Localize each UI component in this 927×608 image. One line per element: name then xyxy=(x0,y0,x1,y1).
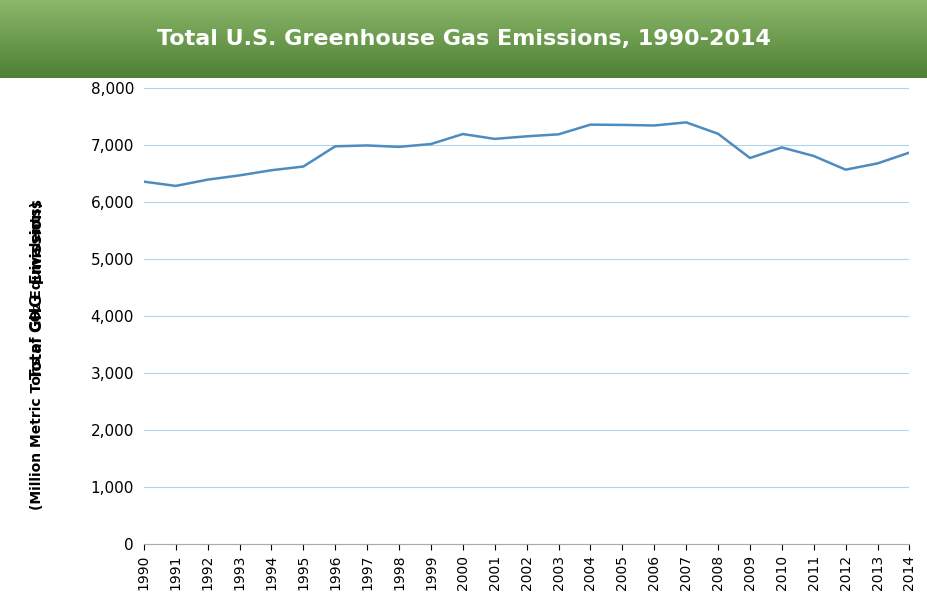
Bar xyxy=(0,28,927,29)
Text: Total GHG  Emissions: Total GHG Emissions xyxy=(30,199,44,379)
Bar xyxy=(0,15,927,16)
Bar xyxy=(0,35,927,36)
Bar xyxy=(0,63,927,64)
Bar xyxy=(0,54,927,55)
Bar xyxy=(0,10,927,11)
Bar xyxy=(0,22,927,23)
Bar xyxy=(0,68,927,69)
Bar xyxy=(0,32,927,33)
Bar xyxy=(0,73,927,74)
Bar xyxy=(0,67,927,68)
Bar xyxy=(0,11,927,12)
Bar xyxy=(0,19,927,21)
Bar xyxy=(0,12,927,13)
Bar xyxy=(0,44,927,45)
Bar xyxy=(0,30,927,31)
Bar xyxy=(0,8,927,9)
Bar xyxy=(0,66,927,67)
Bar xyxy=(0,7,927,8)
Bar xyxy=(0,46,927,47)
Bar xyxy=(0,77,927,78)
Bar xyxy=(0,75,927,76)
Bar xyxy=(0,3,927,4)
Bar xyxy=(0,42,927,43)
Bar xyxy=(0,37,927,38)
Bar xyxy=(0,62,927,63)
Bar xyxy=(0,13,927,15)
Bar xyxy=(0,74,927,75)
Bar xyxy=(0,6,927,7)
Bar xyxy=(0,57,927,58)
Bar xyxy=(0,52,927,54)
Bar xyxy=(0,26,927,27)
Bar xyxy=(0,1,927,2)
Bar xyxy=(0,64,927,65)
Bar xyxy=(0,9,927,10)
Text: (Million Metric Tons of CO₂ Equivalents): (Million Metric Tons of CO₂ Equivalents) xyxy=(30,201,44,510)
Bar xyxy=(0,4,927,5)
Bar xyxy=(0,31,927,32)
Bar xyxy=(0,47,927,49)
Bar xyxy=(0,27,927,28)
Bar xyxy=(0,58,927,60)
Bar xyxy=(0,39,927,40)
Bar xyxy=(0,38,927,39)
Bar xyxy=(0,2,927,3)
Bar xyxy=(0,23,927,24)
Bar xyxy=(0,21,927,22)
Bar xyxy=(0,49,927,50)
Bar xyxy=(0,69,927,70)
Bar xyxy=(0,55,927,57)
Bar xyxy=(0,41,927,42)
Bar xyxy=(0,5,927,6)
Bar xyxy=(0,70,927,71)
Bar xyxy=(0,29,927,30)
Bar xyxy=(0,40,927,41)
Bar xyxy=(0,72,927,73)
Bar xyxy=(0,61,927,62)
Bar xyxy=(0,34,927,35)
Bar xyxy=(0,24,927,26)
Bar xyxy=(0,50,927,52)
Text: Total U.S. Greenhouse Gas Emissions, 1990-2014: Total U.S. Greenhouse Gas Emissions, 199… xyxy=(157,29,770,49)
Bar xyxy=(0,71,927,72)
Bar xyxy=(0,60,927,61)
Bar xyxy=(0,65,927,66)
Bar xyxy=(0,43,927,44)
Bar xyxy=(0,33,927,34)
Bar xyxy=(0,16,927,18)
Bar xyxy=(0,18,927,19)
Bar xyxy=(0,45,927,46)
Bar xyxy=(0,76,927,77)
Bar xyxy=(0,36,927,37)
Bar xyxy=(0,0,927,1)
